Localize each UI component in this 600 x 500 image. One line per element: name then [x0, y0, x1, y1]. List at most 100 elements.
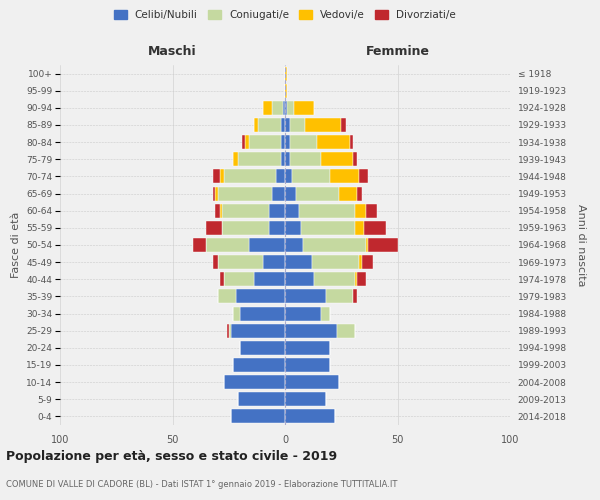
Bar — [303, 238, 366, 252]
Bar — [285, 66, 287, 80]
Bar — [285, 272, 314, 286]
Bar — [285, 101, 287, 115]
Bar — [213, 255, 218, 269]
Bar — [218, 186, 271, 200]
Bar — [285, 306, 321, 320]
Bar — [350, 135, 353, 149]
Bar — [238, 392, 285, 406]
Bar — [240, 306, 285, 320]
Bar — [285, 375, 339, 389]
Bar — [285, 392, 325, 406]
Bar — [227, 324, 229, 338]
Y-axis label: Anni di nascita: Anni di nascita — [577, 204, 586, 286]
Bar — [231, 410, 285, 424]
Bar — [193, 238, 206, 252]
Bar — [206, 238, 249, 252]
Bar — [325, 290, 353, 304]
Bar — [218, 255, 263, 269]
Bar — [285, 238, 303, 252]
Bar — [321, 306, 330, 320]
Bar — [220, 204, 222, 218]
Bar — [355, 272, 357, 286]
Bar — [339, 186, 357, 200]
Bar — [368, 238, 398, 252]
Bar — [290, 135, 317, 149]
Bar — [235, 290, 285, 304]
Bar — [366, 204, 377, 218]
Text: Femmine: Femmine — [365, 45, 430, 58]
Bar — [222, 204, 269, 218]
Bar — [357, 186, 361, 200]
Bar — [281, 118, 285, 132]
Bar — [213, 186, 215, 200]
Bar — [220, 272, 224, 286]
Bar — [359, 170, 368, 183]
Bar — [285, 170, 292, 183]
Legend: Celibi/Nubili, Coniugati/e, Vedovi/e, Divorziati/e: Celibi/Nubili, Coniugati/e, Vedovi/e, Di… — [110, 6, 460, 24]
Bar — [299, 204, 355, 218]
Bar — [285, 255, 312, 269]
Bar — [263, 255, 285, 269]
Bar — [321, 152, 353, 166]
Bar — [366, 238, 368, 252]
Bar — [258, 118, 281, 132]
Bar — [281, 135, 285, 149]
Bar — [231, 324, 285, 338]
Bar — [285, 204, 299, 218]
Bar — [238, 152, 281, 166]
Bar — [269, 221, 285, 235]
Bar — [287, 101, 294, 115]
Bar — [285, 118, 290, 132]
Text: COMUNE DI VALLE DI CADORE (BL) - Dati ISTAT 1° gennaio 2019 - Elaborazione TUTTI: COMUNE DI VALLE DI CADORE (BL) - Dati IS… — [6, 480, 397, 489]
Bar — [357, 272, 366, 286]
Bar — [353, 290, 357, 304]
Bar — [285, 152, 290, 166]
Bar — [249, 238, 285, 252]
Bar — [233, 306, 240, 320]
Text: Maschi: Maschi — [148, 45, 197, 58]
Bar — [271, 101, 283, 115]
Bar — [233, 152, 238, 166]
Bar — [285, 341, 330, 355]
Bar — [224, 375, 285, 389]
Bar — [285, 410, 335, 424]
Bar — [285, 358, 330, 372]
Bar — [355, 204, 366, 218]
Bar — [263, 101, 271, 115]
Bar — [359, 255, 361, 269]
Bar — [249, 135, 281, 149]
Bar — [294, 101, 314, 115]
Bar — [224, 272, 254, 286]
Bar — [296, 186, 339, 200]
Bar — [220, 170, 224, 183]
Bar — [276, 170, 285, 183]
Bar — [330, 170, 359, 183]
Bar — [290, 152, 321, 166]
Text: Popolazione per età, sesso e stato civile - 2019: Popolazione per età, sesso e stato civil… — [6, 450, 337, 463]
Bar — [222, 221, 269, 235]
Bar — [312, 255, 359, 269]
Y-axis label: Fasce di età: Fasce di età — [11, 212, 20, 278]
Bar — [317, 135, 350, 149]
Bar — [285, 221, 301, 235]
Bar — [233, 358, 285, 372]
Bar — [242, 135, 245, 149]
Bar — [341, 118, 346, 132]
Bar — [314, 272, 355, 286]
Bar — [240, 341, 285, 355]
Bar — [215, 186, 218, 200]
Bar — [290, 118, 305, 132]
Bar — [281, 152, 285, 166]
Bar — [215, 204, 220, 218]
Bar — [271, 186, 285, 200]
Bar — [245, 135, 249, 149]
Bar — [206, 221, 222, 235]
Bar — [305, 118, 341, 132]
Bar — [353, 152, 357, 166]
Bar — [301, 221, 355, 235]
Bar — [364, 221, 386, 235]
Bar — [285, 186, 296, 200]
Bar — [283, 101, 285, 115]
Bar — [285, 84, 287, 98]
Bar — [355, 221, 364, 235]
